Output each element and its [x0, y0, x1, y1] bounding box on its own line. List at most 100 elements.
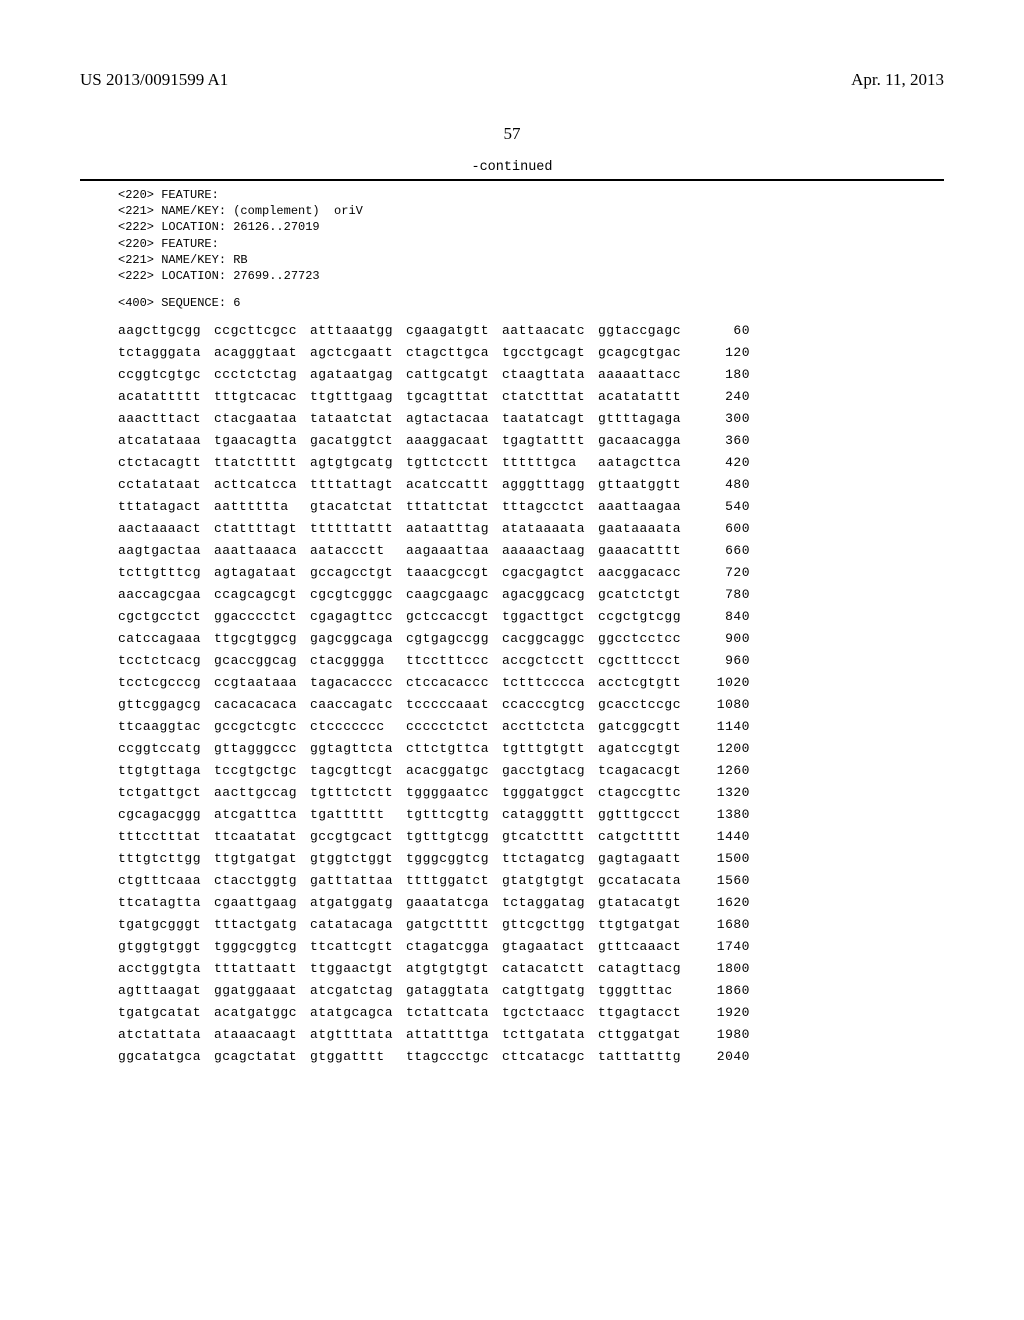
- sequence-block: tgggcggtcg: [214, 940, 310, 953]
- sequence-block: ttgagtacct: [598, 1006, 694, 1019]
- sequence-block: tcttgatata: [502, 1028, 598, 1041]
- sequence-block: aaactttact: [118, 412, 214, 425]
- sequence-row: tcctctcacggcaccggcagctacggggattcctttccca…: [118, 654, 944, 667]
- sequence-block: ttggaactgt: [310, 962, 406, 975]
- sequence-block: tgaacagtta: [214, 434, 310, 447]
- sequence-block: gatttattaa: [310, 874, 406, 887]
- sequence-position: 1860: [698, 984, 750, 997]
- sequence-block: gttaatggtt: [598, 478, 694, 491]
- sequence-block: tagacacccc: [310, 676, 406, 689]
- sequence-block: gctccaccgt: [406, 610, 502, 623]
- sequence-block: cgctgcctct: [118, 610, 214, 623]
- sequence-block: cgcagacggg: [118, 808, 214, 821]
- sequence-block: ggcctcctcc: [598, 632, 694, 645]
- sequence-block: tccgtgctgc: [214, 764, 310, 777]
- sequence-position: 1680: [698, 918, 750, 931]
- sequence-block: tttattaatt: [214, 962, 310, 975]
- sequence-position: 1980: [698, 1028, 750, 1041]
- sequence-block: tagcgttcgt: [310, 764, 406, 777]
- sequence-block: ctagatcgga: [406, 940, 502, 953]
- sequence-block: tgtttgtcgg: [406, 830, 502, 843]
- sequence-block: tggggaatcc: [406, 786, 502, 799]
- sequence-row: aaactttactctacgaataatataatctatagtactacaa…: [118, 412, 944, 425]
- sequence-position: 480: [698, 478, 750, 491]
- sequence-block: ttcaaggtac: [118, 720, 214, 733]
- sequence-block: ttcctttccc: [406, 654, 502, 667]
- sequence-block: atgatggatg: [310, 896, 406, 909]
- sequence-block: acttcatcca: [214, 478, 310, 491]
- sequence-position: 900: [698, 632, 750, 645]
- continued-label: -continued: [80, 160, 944, 177]
- sequence-block: aaaaactaag: [502, 544, 598, 557]
- sequence-block: gttcggagcg: [118, 698, 214, 711]
- sequence-block: agtagataat: [214, 566, 310, 579]
- sequence-position: 1800: [698, 962, 750, 975]
- sequence-block: aactaaaact: [118, 522, 214, 535]
- sequence-block: atctattata: [118, 1028, 214, 1041]
- sequence-row: ctctacagttttatctttttagtgtgcatgtgttctcctt…: [118, 456, 944, 469]
- sequence-block: ttttttattt: [310, 522, 406, 535]
- sequence-position: 1320: [698, 786, 750, 799]
- sequence-block: tttagcctct: [502, 500, 598, 513]
- sequence-block: gtttcaaact: [598, 940, 694, 953]
- sequence-block: ttgcgtggcg: [214, 632, 310, 645]
- sequence-block: aaattaagaa: [598, 500, 694, 513]
- sequence-block: catgcttttt: [598, 830, 694, 843]
- sequence-block: ttttggatct: [406, 874, 502, 887]
- sequence-block: ttcatagtta: [118, 896, 214, 909]
- sequence-position: 1920: [698, 1006, 750, 1019]
- sequence-row: ccggtccatggttagggcccggtagttctacttctgttca…: [118, 742, 944, 755]
- sequence-position: 660: [698, 544, 750, 557]
- sequence-block: tcttgtttcg: [118, 566, 214, 579]
- sequence-block: gcagctatat: [214, 1050, 310, 1063]
- sequence-block: ccgctgtcgg: [598, 610, 694, 623]
- sequence-block: atgttttata: [310, 1028, 406, 1041]
- sequence-block: taaacgccgt: [406, 566, 502, 579]
- sequence-row: agtttaagatggatggaaatatcgatctaggataggtata…: [118, 984, 944, 997]
- sequence-block: tcctctcacg: [118, 654, 214, 667]
- sequence-block: atcgatttca: [214, 808, 310, 821]
- sequence-block: tgatgcatat: [118, 1006, 214, 1019]
- sequence-position: 360: [698, 434, 750, 447]
- sequence-row: gttcggagcgcacacacacacaaccagatctcccccaaat…: [118, 698, 944, 711]
- sequence-block: tttatagact: [118, 500, 214, 513]
- sequence-block: gccatacata: [598, 874, 694, 887]
- sequence-position: 780: [698, 588, 750, 601]
- sequence-block: ctaagttata: [502, 368, 598, 381]
- sequence-block: accgctcctt: [502, 654, 598, 667]
- sequence-block: acatatattt: [598, 390, 694, 403]
- sequence-block: cgctttccct: [598, 654, 694, 667]
- sequence-row: aagcttgcggccgcttcgccatttaaatggcgaagatgtt…: [118, 324, 944, 337]
- sequence-block: ctgtttcaaa: [118, 874, 214, 887]
- sequence-block: catgttgatg: [502, 984, 598, 997]
- sequence-block: ttcattcgtt: [310, 940, 406, 953]
- sequence-block: gtatacatgt: [598, 896, 694, 909]
- sequence-block: ttgtgatgat: [598, 918, 694, 931]
- sequence-block: tctttcccca: [502, 676, 598, 689]
- horizontal-rule: [80, 179, 944, 181]
- sequence-block: agataatgag: [310, 368, 406, 381]
- sequence-position: 1200: [698, 742, 750, 755]
- sequence-block: gacaacagga: [598, 434, 694, 447]
- sequence-block: tgtttcgttg: [406, 808, 502, 821]
- sequence-position: 300: [698, 412, 750, 425]
- sequence-row: gtggtgtggttgggcggtcgttcattcgttctagatcgga…: [118, 940, 944, 953]
- sequence-block: ccgcttcgcc: [214, 324, 310, 337]
- sequence-block: gccgtgcact: [310, 830, 406, 843]
- sequence-row: aagtgactaaaaattaaacaaatacccttaagaaattaaa…: [118, 544, 944, 557]
- sequence-block: gacctgtacg: [502, 764, 598, 777]
- sequence-block: ggcatatgca: [118, 1050, 214, 1063]
- sequence-block: tttgtcttgg: [118, 852, 214, 865]
- sequence-block: tgttctcctt: [406, 456, 502, 469]
- sequence-row: tcctcgcccgccgtaataaatagacaccccctccacaccc…: [118, 676, 944, 689]
- sequence-block: tttactgatg: [214, 918, 310, 931]
- sequence-block: ctctacagtt: [118, 456, 214, 469]
- sequence-block: atcgatctag: [310, 984, 406, 997]
- page-header: US 2013/0091599 A1 Apr. 11, 2013: [80, 70, 944, 90]
- sequence-block: catagggttt: [502, 808, 598, 821]
- sequence-block: gataggtata: [406, 984, 502, 997]
- sequence-row: ccggtcgtgcccctctctagagataatgagcattgcatgt…: [118, 368, 944, 381]
- sequence-row: cctatataatacttcatccattttattagtacatccattt…: [118, 478, 944, 491]
- sequence-position: 1440: [698, 830, 750, 843]
- sequence-block: gtggtctggt: [310, 852, 406, 865]
